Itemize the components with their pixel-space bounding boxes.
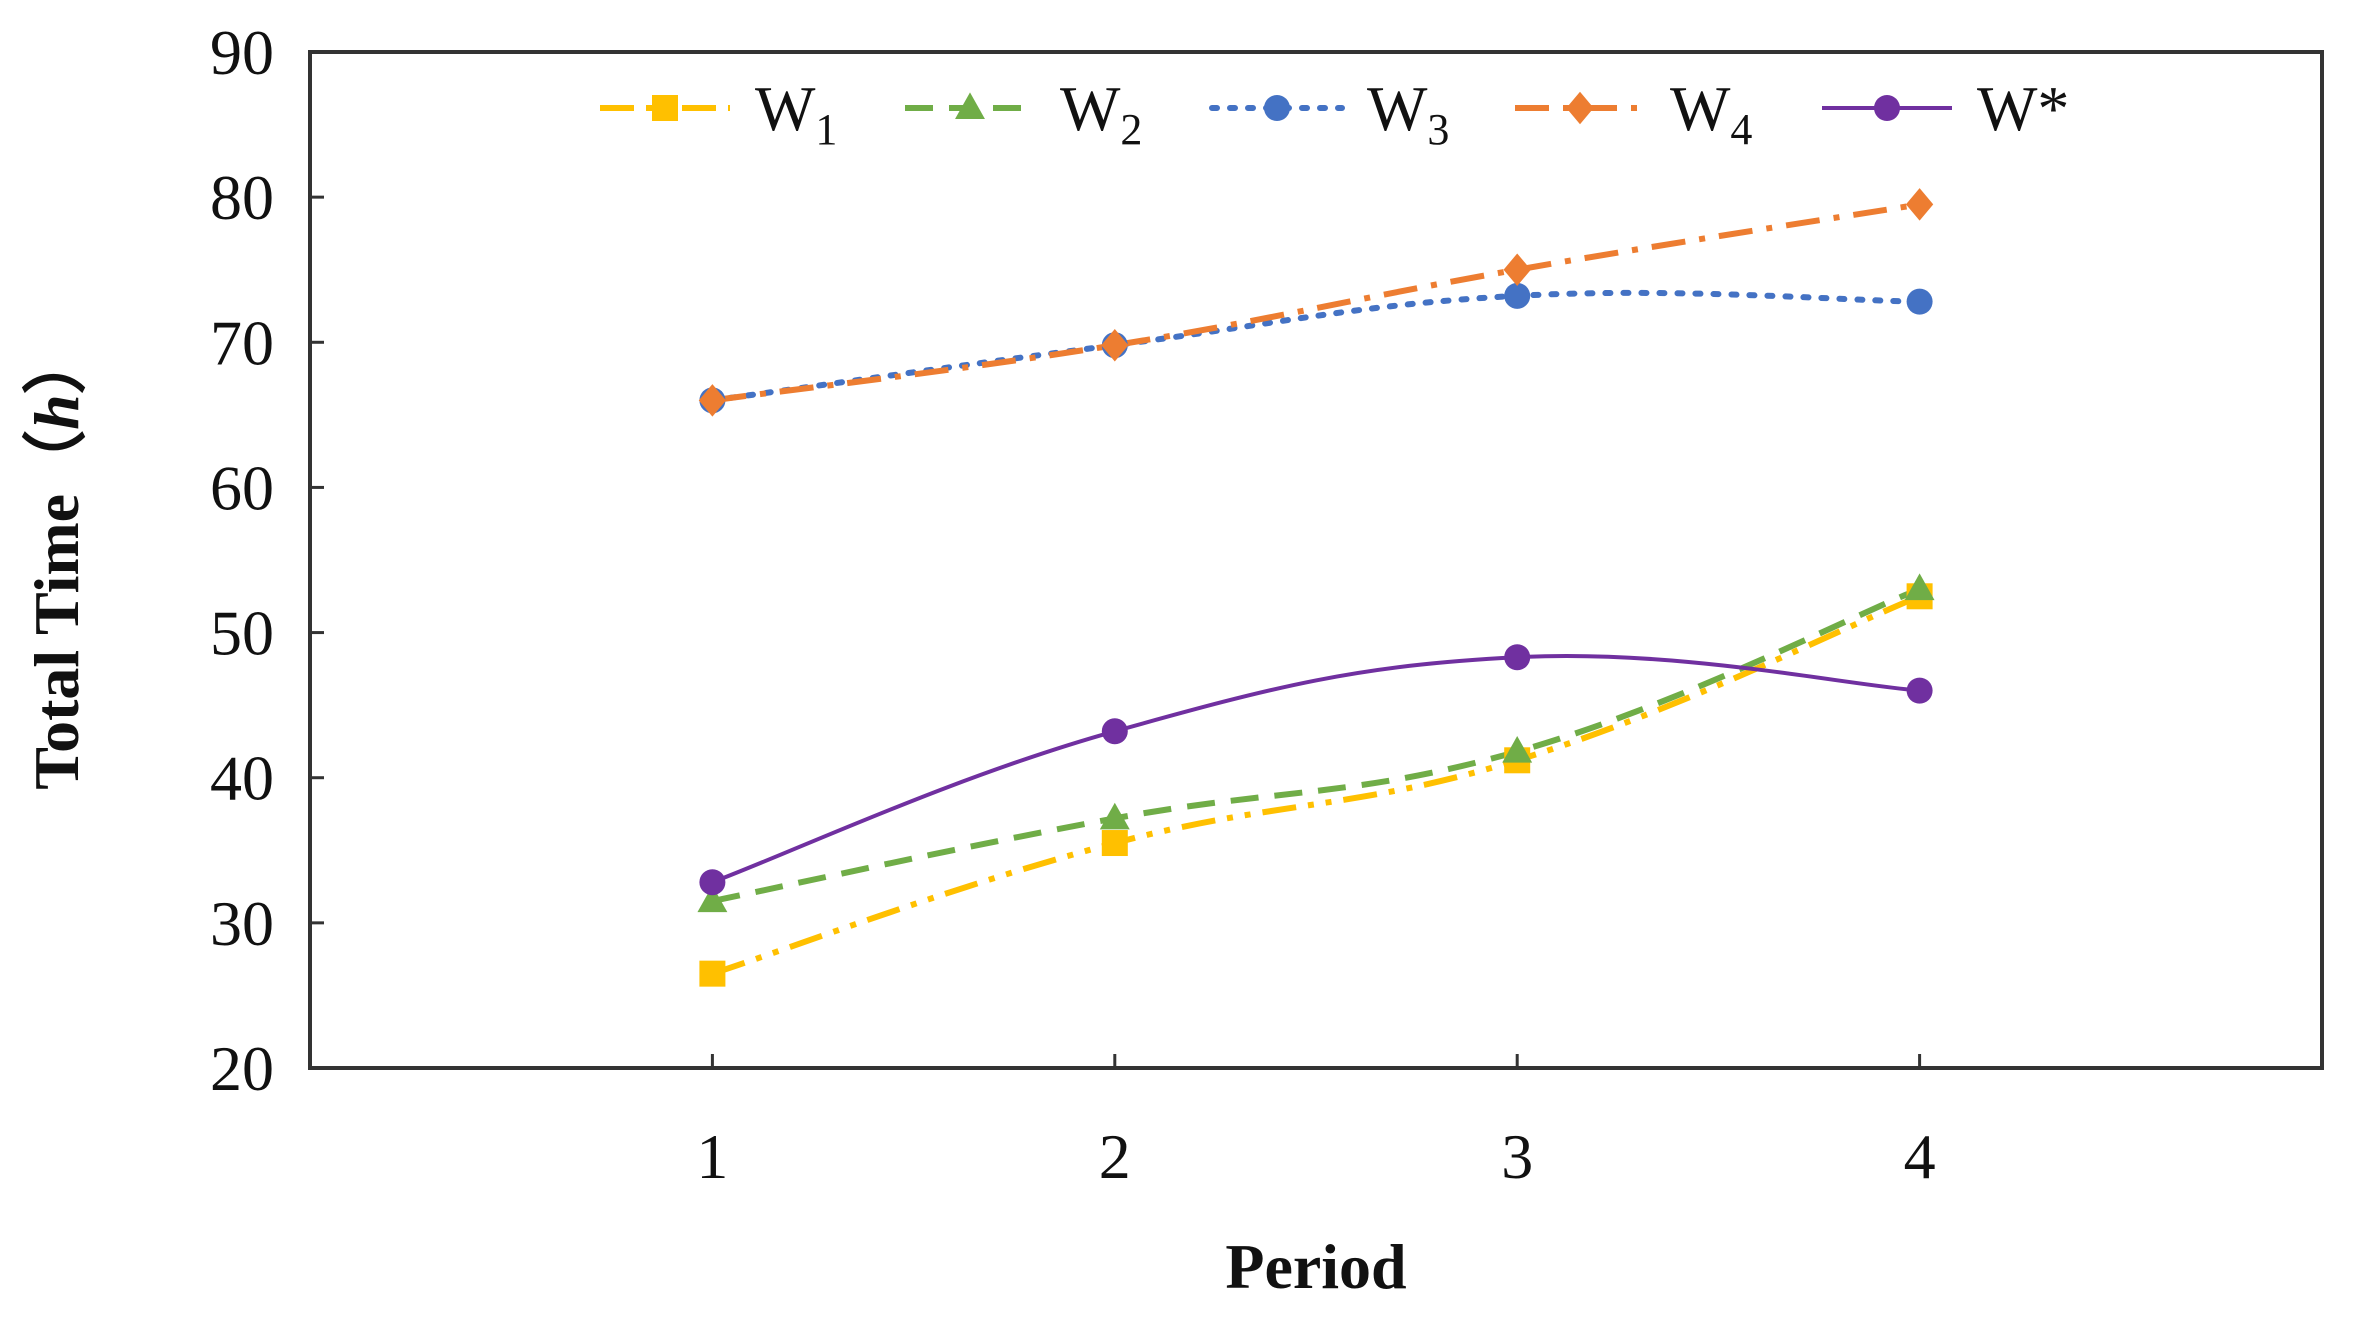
legend-marker [652,95,678,121]
data-point-w3 [1504,282,1531,309]
data-point-w4 [1101,328,1129,362]
y-tick-label: 80 [210,162,274,233]
data-point-w1 [699,960,726,987]
x-tick-label: 1 [696,1121,728,1192]
series-line-w1 [711,593,1921,977]
data-point-wstar [1906,677,1933,704]
y-axis-title-close: ） [21,330,92,394]
y-tick-label: 60 [210,452,274,523]
y-axis-title-main: Total Time（ [21,430,92,790]
data-point-wstar [699,869,726,896]
data-point-w2 [1502,735,1533,763]
legend-label: W2 [1060,73,1142,154]
data-point-w4 [1905,188,1934,221]
y-tick-label: 30 [210,888,274,959]
data-point-w2 [1904,573,1935,601]
y-tick-label: 90 [210,17,274,88]
plot-lines [709,201,1923,977]
legend-entry-w4: W4 [1515,73,1752,154]
series-line-w2 [711,586,1921,905]
data-point-w1 [1101,830,1128,857]
series-line-wstar [711,654,1920,885]
data-point-wstar [1101,718,1128,745]
x-tick-label: 3 [1501,1121,1533,1192]
y-tick-label: 50 [210,598,274,669]
legend-label: W* [1977,73,2069,144]
legend-label: W1 [755,73,837,154]
legend: W1 W2 W3 W4 W* [600,73,2069,154]
y-tick-label: 20 [210,1033,274,1104]
y-axis-title-unit: h [21,394,92,430]
series-line-w4 [711,201,1921,404]
plot-area-frame [308,50,2324,1070]
x-tick-label: 2 [1099,1121,1131,1192]
x-axis-title: Period [1225,1231,1406,1302]
y-tick-label: 70 [210,307,274,378]
legend-marker [1264,95,1290,121]
y-axis: 20 30 40 50 60 70 80 90 [210,17,324,1104]
x-tick-label: 4 [1904,1121,1936,1192]
y-axis-title: Total Time（h） [21,330,92,789]
legend-entry-w2: W2 [905,73,1142,154]
data-point-w4 [698,384,727,417]
legend-entry-w1: W1 [600,73,837,154]
series-line-w3 [709,289,1923,404]
legend-label: W4 [1670,73,1752,154]
legend-marker [1566,91,1594,125]
data-point-w2 [1099,802,1130,830]
plot-markers [697,188,1935,987]
legend-marker [955,92,985,120]
data-point-w3 [1906,288,1933,315]
data-point-w2 [697,885,728,913]
legend-label: W3 [1367,73,1449,154]
data-point-w4 [1503,253,1531,286]
y-tick-label: 40 [210,743,274,814]
x-axis: 1 2 3 4 [696,1054,1936,1192]
data-point-wstar [1504,644,1531,671]
legend-entry-wstar: W* [1822,73,2069,144]
legend-marker [1874,95,1900,121]
legend-entry-w3: W3 [1209,73,1449,154]
